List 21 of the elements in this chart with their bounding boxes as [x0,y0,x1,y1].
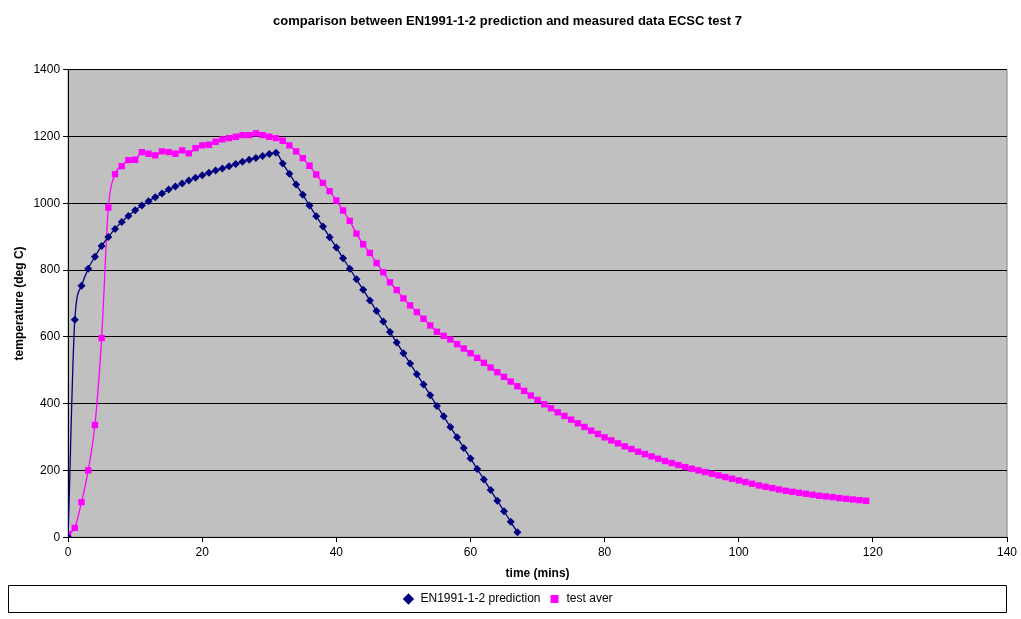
x-tick-label: 0 [64,544,72,559]
y-tick-label: 200 [40,462,61,477]
legend-label: test aver [566,591,613,606]
x-tick-label: 60 [463,544,478,559]
legend-label: EN1991-1-2 prediction [420,591,541,606]
x-tick-label: 20 [195,544,210,559]
y-tick-label: 600 [40,329,61,344]
y-tick-label: 800 [40,262,61,277]
x-tick-label: 40 [329,544,344,559]
y-tick-label: 1400 [33,61,61,76]
y-tick-label: 1000 [33,195,61,210]
y-tick-label: 400 [40,395,61,410]
y-axis-title: temperature (deg C) [11,246,26,361]
x-tick-label: 80 [597,544,612,559]
x-tick-label: 120 [862,544,884,559]
x-axis-title: time (mins) [505,566,570,581]
x-tick-label: 100 [728,544,750,559]
chart-title: comparison between EN1991-1-2 prediction and measured data ECSC test 7 [273,13,742,29]
y-tick-label: 1200 [33,128,61,143]
x-tick-label: 140 [996,544,1018,559]
y-tick-label: 0 [53,529,61,544]
